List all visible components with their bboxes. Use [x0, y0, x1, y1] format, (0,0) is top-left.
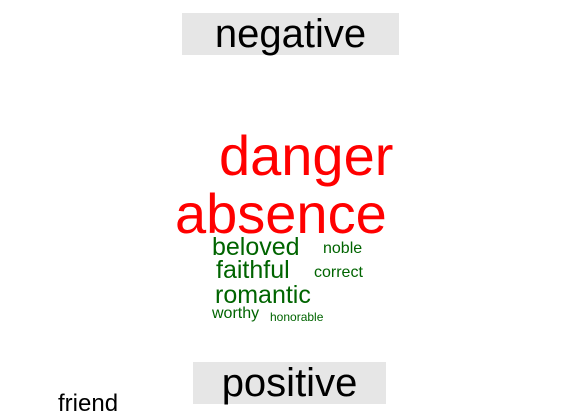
negative-group-label-text: negative — [214, 12, 367, 56]
word-absence: absence — [175, 182, 387, 245]
word-friend: friend — [58, 390, 119, 417]
negative-group-label: negative — [182, 13, 399, 55]
positive-group-label: positive — [193, 362, 386, 404]
word-noble: noble — [323, 240, 363, 257]
word-worthy: worthy — [212, 305, 260, 322]
word-honorable: honorable — [270, 310, 324, 324]
word-romantic: romantic — [215, 281, 311, 309]
word-danger: danger — [219, 124, 394, 187]
word-correct: correct — [314, 264, 363, 281]
word-faithful: faithful — [216, 256, 290, 284]
positive-group-label-text: positive — [221, 361, 358, 405]
word-beloved: beloved — [212, 233, 300, 261]
